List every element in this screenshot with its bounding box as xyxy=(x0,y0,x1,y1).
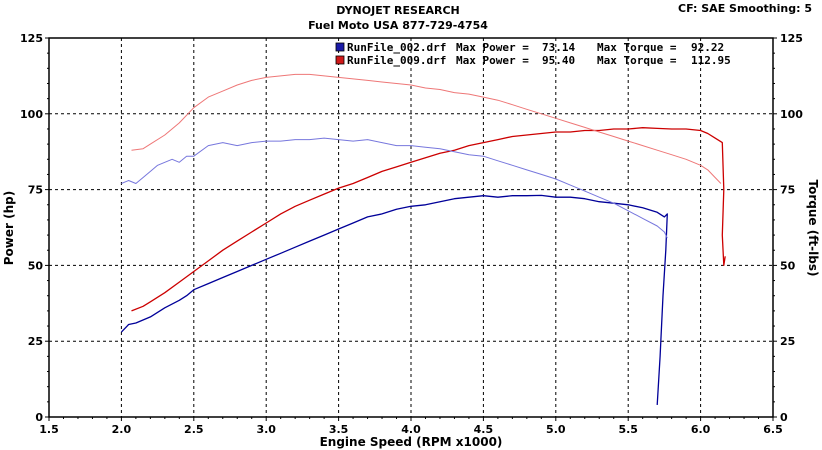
legend-torque-value-run-009: 112.95 xyxy=(691,54,731,67)
legend: RunFile_002.drf Max Power = 73.14 Max To… xyxy=(335,41,731,67)
power-line-run-002 xyxy=(120,194,668,405)
x-tick-label: 5.5 xyxy=(618,423,638,436)
series-group xyxy=(120,73,726,405)
legend-swatch-run-002 xyxy=(335,42,345,52)
y-tick-label-right: 100 xyxy=(780,108,803,121)
y-axis-label-right: Torque (ft-lbs) xyxy=(806,180,820,277)
chart-subtitle: Fuel Moto USA 877-729-4754 xyxy=(308,19,488,32)
axis-ticks: 1.5 2.0 2.5 3.0 3.5 4.0 4.5 5.0 5.5 6.0 6.50 025 255… xyxy=(20,32,803,436)
grid-lines xyxy=(49,38,773,417)
x-tick-label: 3.0 xyxy=(256,423,276,436)
plot-area xyxy=(48,37,774,418)
y-tick-label-left: 75 xyxy=(28,184,43,197)
x-axis-label: Engine Speed (RPM x1000) xyxy=(320,435,503,449)
y-tick-label-right: 25 xyxy=(780,335,795,348)
legend-file-run-009: RunFile_009.drf xyxy=(347,54,446,67)
y-tick-label-right: 50 xyxy=(780,259,796,272)
x-tick-label: 6.5 xyxy=(763,423,783,436)
y-tick-label-right: 125 xyxy=(780,32,803,45)
legend-file-run-002: RunFile_002.drf xyxy=(347,41,446,54)
legend-power-value-run-002: 73.14 xyxy=(542,41,575,54)
y-tick-label-right: 75 xyxy=(780,184,795,197)
x-tick-label: 4.0 xyxy=(401,423,421,436)
x-tick-label: 2.0 xyxy=(112,423,132,436)
x-tick-label: 6.0 xyxy=(691,423,711,436)
torque-line-run-002 xyxy=(121,137,668,239)
y-tick-label-left: 125 xyxy=(20,32,43,45)
legend-torque-label-run-009: Max Torque = xyxy=(597,54,677,67)
torque-line-run-009 xyxy=(131,73,722,184)
y-tick-label-right: 0 xyxy=(780,411,788,424)
legend-power-label-run-009: Max Power = xyxy=(456,54,529,67)
y-tick-label-left: 50 xyxy=(28,259,44,272)
x-tick-label: 3.5 xyxy=(329,423,349,436)
y-tick-label-left: 100 xyxy=(20,108,43,121)
legend-torque-label-run-002: Max Torque = xyxy=(597,41,677,54)
legend-power-value-run-009: 95.40 xyxy=(542,54,575,67)
y-tick-label-left: 25 xyxy=(28,335,43,348)
x-tick-label: 5.0 xyxy=(546,423,566,436)
legend-power-label-run-002: Max Power = xyxy=(456,41,529,54)
y-axis-label-left: Power (hp) xyxy=(2,191,16,265)
power-line-run-009 xyxy=(131,127,726,312)
settings-readout: CF: SAE Smoothing: 5 xyxy=(678,2,812,15)
x-tick-label: 4.5 xyxy=(474,423,494,436)
legend-swatch-run-009 xyxy=(335,55,345,65)
legend-torque-value-run-002: 92.22 xyxy=(691,41,724,54)
chart-title: DYNOJET RESEARCH xyxy=(336,4,459,17)
x-tick-label: 1.5 xyxy=(39,423,59,436)
y-tick-label-left: 0 xyxy=(35,411,43,424)
x-tick-label: 2.5 xyxy=(184,423,204,436)
